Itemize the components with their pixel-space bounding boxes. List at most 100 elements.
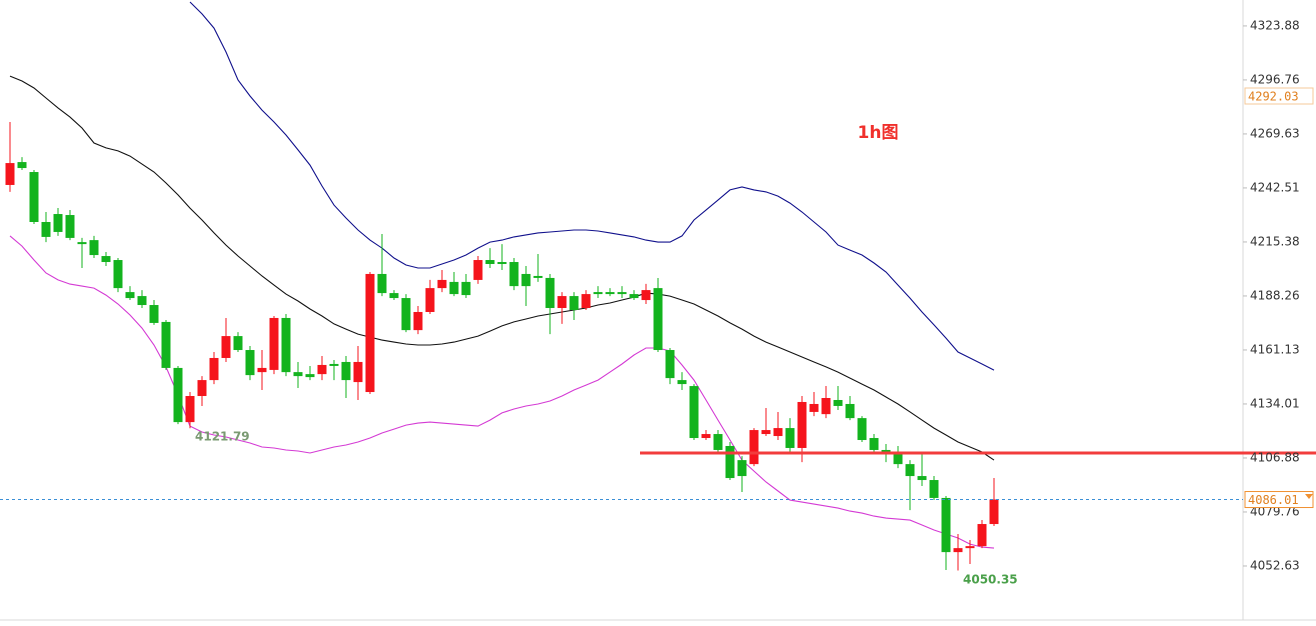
candle-body [509,262,519,287]
candle-body [965,546,975,549]
mark-price-label: 4292.03 [1248,90,1299,104]
candle-body [5,163,15,185]
y-tick-label: 4052.63 [1250,558,1300,572]
candle-body [41,221,51,237]
candle-body [389,293,399,299]
candle-body [521,273,531,287]
candle-body [425,288,435,312]
candle-body [161,321,171,368]
candle-body [713,434,723,450]
candle-body [701,434,711,439]
y-tick-label: 4269.63 [1250,126,1300,140]
candle-body [17,162,27,169]
candle-body [653,288,663,351]
low-label: 4121.79 [195,430,250,444]
candle-body [77,242,87,245]
candle-body [197,380,207,397]
candle-body [749,430,759,465]
candle-body [605,292,615,295]
candle-body [869,438,879,450]
last-price-box [1244,491,1314,509]
y-tick-label: 4106.88 [1250,450,1300,464]
candle-body [953,548,963,553]
candle-body [341,361,351,381]
last-price-label: 4086.01 [1248,493,1299,507]
candle-body [917,476,927,481]
candle-body [317,364,327,375]
candle-body [365,273,375,393]
candle-body [209,357,219,381]
candle-body [545,277,555,309]
chart-annotation: 1h图 [858,123,899,143]
candle-body [689,386,699,439]
candle-body [941,497,951,553]
candle-body [461,281,471,296]
candle-body [845,403,855,419]
candle-body [185,396,195,423]
candle-body [497,262,507,265]
candle-body [305,374,315,378]
candle-body [437,279,447,289]
last-price-marker [1305,494,1313,499]
candle-body [989,499,999,525]
candle-body [833,399,843,406]
candle-body [857,418,867,441]
candle-body [893,453,903,465]
candle-body [785,428,795,448]
candle-body [737,460,747,477]
candle-body [245,350,255,376]
candle-body [173,367,183,423]
candle-body [569,296,579,310]
candle-body [977,524,987,547]
candle-body [905,464,915,477]
candle-body [593,292,603,295]
candle-body [137,296,147,306]
candle-body [485,260,495,265]
candle-body [257,367,267,373]
candle-body [413,311,423,331]
candle-body [725,445,735,479]
candle-body [557,296,567,309]
candle-body [641,290,651,301]
candle-body [329,363,339,366]
y-tick-label: 4188.26 [1250,288,1300,302]
y-tick-label: 4161.13 [1250,342,1300,356]
candle-body [149,305,159,323]
candle-body [113,260,123,289]
y-tick-label: 4134.01 [1250,396,1300,410]
candle-body [809,403,819,412]
candle-body [53,214,63,232]
candle-body [773,428,783,437]
y-tick-label: 4296.76 [1250,72,1300,86]
plot-area [0,1,1316,571]
mark-price-box [1244,87,1314,105]
candle-body [617,292,627,295]
candle-body [89,240,99,256]
candle-body [533,275,543,278]
candle-body [677,380,687,385]
candle-body [281,317,291,373]
candle-body [449,281,459,295]
candle-body [125,292,135,299]
candle-body [293,372,303,377]
candle-body [233,336,243,351]
candle-body [761,430,771,435]
candle-body [221,336,231,358]
candle-body [821,398,831,415]
y-tick-label: 4242.51 [1250,180,1300,194]
candle-body [65,215,75,238]
candle-body [29,172,39,222]
candle-body [473,260,483,280]
candle-body [353,361,363,383]
candle-body [269,317,279,370]
candle-body [377,273,387,294]
low-label: 4050.35 [963,573,1018,587]
band-line [9,75,995,461]
candle-body [665,350,675,379]
y-tick-label: 4215.38 [1250,234,1300,248]
y-tick-label: 4323.88 [1250,18,1300,32]
candle-body [581,294,591,309]
candle-body [797,401,807,448]
candle-body [629,294,639,299]
